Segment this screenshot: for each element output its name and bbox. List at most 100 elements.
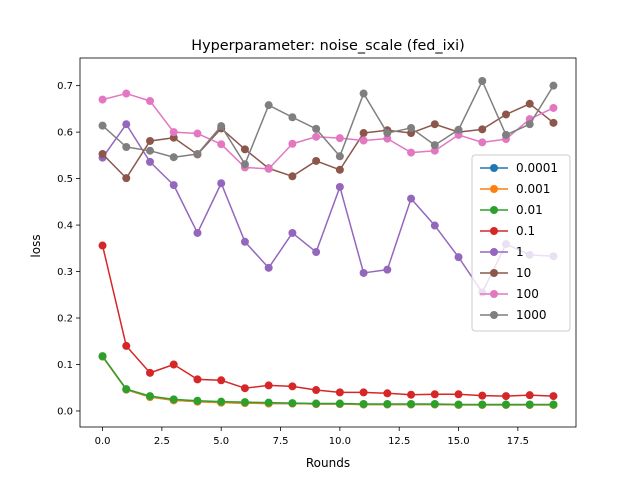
series-0-1-point: [336, 388, 344, 396]
series-1000-point: [193, 150, 201, 158]
series-0-1-point: [478, 392, 486, 400]
series-10-point: [241, 145, 249, 153]
series-0-1-point: [407, 391, 415, 399]
series-100-point: [288, 140, 296, 148]
series-100-point: [407, 149, 415, 157]
series-0-01-point: [478, 400, 486, 408]
series-0-1-point: [360, 388, 368, 396]
series-0-01-point: [122, 385, 130, 393]
series-0-01-point: [431, 400, 439, 408]
x-axis-label: Rounds: [306, 456, 350, 470]
series-10-point: [478, 125, 486, 133]
legend-label: 0.001: [516, 182, 550, 196]
series-0-1-point: [122, 342, 130, 350]
legend-marker: [490, 290, 498, 298]
series-1-point: [336, 183, 344, 191]
y-tick-label: 0.2: [57, 314, 73, 325]
series-0-01-point: [549, 400, 557, 408]
series-1000-point: [217, 122, 225, 130]
y-tick-label: 0.0: [57, 406, 73, 417]
x-tick-label: 12.5: [388, 436, 410, 447]
series-0-01-point: [99, 352, 107, 360]
x-tick-label: 5.0: [213, 436, 229, 447]
series-1-point: [170, 181, 178, 189]
series-10-point: [431, 120, 439, 128]
x-tick-label: 15.0: [447, 436, 469, 447]
legend-marker: [490, 248, 498, 256]
series-0-1-point: [265, 381, 273, 389]
series-10-point: [312, 157, 320, 165]
series-100-point: [99, 96, 107, 104]
series-0-01-point: [170, 395, 178, 403]
series-0-1-point: [383, 389, 391, 397]
series-1-point: [431, 222, 439, 230]
series-0-01-point: [455, 400, 463, 408]
series-1000-point: [122, 143, 130, 151]
series-1000-point: [383, 129, 391, 137]
series-1000-point: [146, 147, 154, 155]
series-10-point: [549, 119, 557, 127]
series-1000-point: [526, 120, 534, 128]
series-1000-point: [502, 131, 510, 139]
series-1-point: [146, 158, 154, 166]
series-0-01-point: [407, 400, 415, 408]
series-10-point: [360, 129, 368, 137]
series-0-1-point: [288, 382, 296, 390]
series-0-1-point: [193, 375, 201, 383]
series-0-1-point: [455, 390, 463, 398]
series-0-1-point: [99, 242, 107, 250]
legend: 0.0001 0.001 0.01 0.1 1 10 100 1000: [472, 155, 570, 331]
x-tick-label: 10.0: [329, 436, 351, 447]
series-0-01-point: [336, 400, 344, 408]
series-1000-point: [288, 113, 296, 121]
y-tick-label: 0.3: [57, 267, 73, 278]
series-1-point: [122, 120, 130, 128]
series-1-point: [217, 179, 225, 187]
series-1000-point: [478, 77, 486, 85]
series-0-01-point: [193, 397, 201, 405]
series-0-1-point: [431, 390, 439, 398]
series-1-point: [455, 253, 463, 261]
series-1-point: [241, 238, 249, 246]
series-0-01-point: [265, 399, 273, 407]
series-100-point: [217, 140, 225, 148]
y-tick-label: 0.6: [57, 128, 73, 139]
series-10-point: [526, 100, 534, 108]
series-0-01-point: [383, 400, 391, 408]
series-100-point: [265, 165, 273, 173]
y-tick-label: 0.1: [57, 360, 73, 371]
legend-label: 0.01: [516, 203, 543, 217]
legend-label: 100: [516, 287, 539, 301]
series-100-point: [478, 138, 486, 146]
series-1000-point: [407, 124, 415, 132]
legend-marker: [490, 269, 498, 277]
series-1-point: [312, 248, 320, 256]
series-100-point: [170, 128, 178, 136]
series-100-point: [146, 97, 154, 105]
series-0-1-point: [217, 376, 225, 384]
legend-marker: [490, 185, 498, 193]
series-0-01-point: [217, 398, 225, 406]
series-0-1-point: [241, 384, 249, 392]
series-10-point: [288, 172, 296, 180]
series-1000-point: [455, 126, 463, 134]
series-1000-point: [170, 153, 178, 161]
series-1000-point: [312, 125, 320, 133]
x-tick-label: 2.5: [154, 436, 170, 447]
x-tick-label: 7.5: [273, 436, 289, 447]
series-100-point: [312, 133, 320, 141]
legend-marker: [490, 227, 498, 235]
series-0-01-point: [502, 400, 510, 408]
chart-title: Hyperparameter: noise_scale (fed_ixi): [191, 38, 465, 54]
series-1-point: [407, 195, 415, 203]
series-10-point: [122, 174, 130, 182]
y-axis-label: loss: [29, 234, 43, 257]
legend-marker: [490, 164, 498, 172]
series-1000-point: [360, 90, 368, 98]
series-1000-point: [99, 122, 107, 130]
series-1-point: [383, 266, 391, 274]
series-100-point: [193, 130, 201, 138]
series-0-1-point: [146, 369, 154, 377]
